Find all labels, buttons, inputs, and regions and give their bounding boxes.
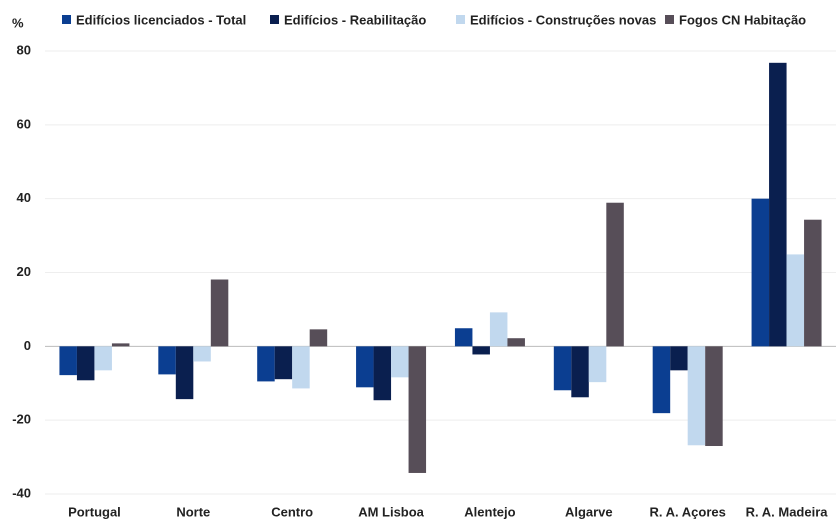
bar [705,346,723,447]
bar [175,346,194,400]
bar [588,346,607,383]
x-tick-label: Portugal [68,504,121,519]
bar [356,346,374,388]
bar [408,346,427,473]
bar [489,312,508,347]
bar [571,346,589,398]
bar [751,198,770,347]
x-tick-label: AM Lisboa [358,504,424,519]
bar [670,346,688,371]
x-tick-label: Norte [176,504,210,519]
bar [274,346,293,380]
bar [158,346,176,375]
legend-label: Edifícios - Reabilitação [284,12,426,27]
bar [391,346,409,378]
x-tick-label: Algarve [565,504,613,519]
bar [606,202,624,347]
y-tick-label: 60 [17,116,31,131]
bar [553,346,572,391]
x-tick-label: R. A. Açores [650,504,726,519]
x-tick-label: Centro [271,504,313,519]
bar [94,346,112,371]
bar [210,279,229,347]
legend-label: Edifícios - Construções novas [470,12,656,27]
y-tick-label: -20 [12,412,31,427]
bar [786,254,805,347]
bar [59,346,77,376]
bar [687,346,706,446]
y-tick-label: -40 [12,485,31,500]
y-tick-label: 0 [24,338,31,353]
legend-swatch [665,15,674,24]
legend-label: Edifícios licenciados - Total [76,12,246,27]
bar [804,219,822,347]
bar [373,346,392,401]
bar [309,329,328,347]
bar [193,346,211,362]
legend-label: Fogos CN Habitação [679,12,806,27]
bar [454,328,473,347]
bar [292,346,310,389]
y-tick-label: 20 [17,264,31,279]
legend-swatch [62,15,71,24]
bar [652,346,671,414]
x-tick-label: Alentejo [464,504,515,519]
bar [111,343,130,347]
bar [472,346,490,355]
y-tick-label: 40 [17,190,31,205]
y-axis-label: % [12,15,24,30]
bar [507,338,525,347]
x-tick-label: R. A. Madeira [746,504,829,519]
bar [769,62,787,347]
legend-swatch [270,15,279,24]
y-tick-label: 80 [17,42,31,57]
bar [76,346,95,381]
bar [257,346,275,382]
legend-swatch [456,15,465,24]
